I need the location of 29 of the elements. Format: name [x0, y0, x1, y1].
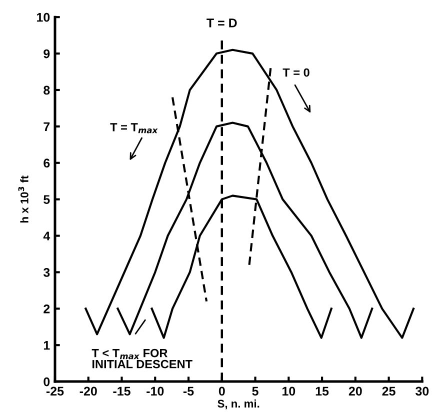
annotation: T = T$_{max}$: [110, 123, 158, 134]
y-tick-label: 7: [44, 122, 50, 131]
x-tick-label: -20: [80, 386, 97, 396]
y-tick-label: 10: [37, 12, 50, 22]
x-tick-label: -10: [146, 386, 164, 396]
x-tick-label: 30: [416, 386, 429, 396]
x-tick-label: 25: [382, 386, 396, 396]
ref-line-label: T = D: [206, 18, 237, 28]
x-tick-label: -5: [183, 386, 194, 396]
y-tick-label: 1: [44, 341, 50, 350]
x-axis-title: S, n. mi.: [218, 399, 260, 410]
annotation: T = 0: [282, 68, 310, 77]
y-tick-label: 9: [44, 49, 50, 58]
annotation: T < T$_{max}$ FOR INITIAL DESCENT: [92, 348, 192, 368]
x-tick-label: -15: [113, 386, 130, 396]
y-tick-label: 8: [44, 86, 50, 95]
y-tick-label: 2: [44, 304, 50, 314]
y-tick-label: 6: [44, 158, 50, 168]
x-tick-label: 20: [348, 386, 362, 396]
x-tick-label: 5: [252, 386, 258, 396]
y-tick-label: 5: [44, 195, 50, 204]
x-tick-label: 10: [282, 386, 296, 396]
y-axis-title: h x 10$^{3}$ ft: [18, 176, 28, 222]
x-tick-label: -25: [46, 386, 64, 396]
x-tick-label: 0: [218, 386, 225, 396]
x-tick-label: 15: [316, 386, 329, 396]
y-tick-label: 3: [43, 268, 50, 277]
y-tick-label: 0: [44, 377, 50, 386]
y-tick-label: 4: [43, 232, 50, 240]
